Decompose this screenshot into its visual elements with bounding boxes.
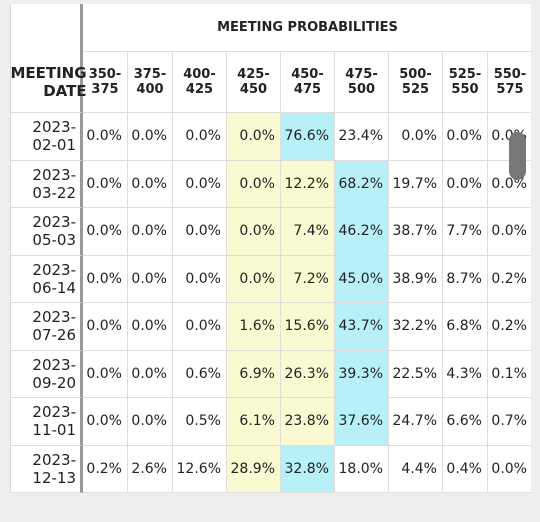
probability-cell: 0.0% <box>488 208 531 256</box>
probability-cell: 23.8% <box>281 398 335 446</box>
corner <box>11 4 83 52</box>
meeting-date: 2023-07-26 <box>11 303 83 351</box>
table-title: MEETING PROBABILITIES <box>83 4 531 52</box>
probability-cell: 0.0% <box>128 350 173 398</box>
probability-cell: 0.0% <box>128 160 173 208</box>
meeting-date: 2023-06-14 <box>11 255 83 303</box>
probability-cell: 0.0% <box>227 160 281 208</box>
column-header: 525-550 <box>443 52 488 113</box>
column-header: 350-375 <box>83 52 128 113</box>
probability-cell: 0.0% <box>488 446 531 493</box>
probability-cell: 37.6% <box>335 398 389 446</box>
probability-cell: 26.3% <box>281 350 335 398</box>
probability-cell: 12.2% <box>281 160 335 208</box>
probability-cell: 32.2% <box>389 303 443 351</box>
meeting-date: 2023-11-01 <box>11 398 83 446</box>
probability-cell: 0.0% <box>173 160 227 208</box>
meeting-date: 2023-09-20 <box>11 350 83 398</box>
probability-cell: 7.2% <box>281 255 335 303</box>
probability-cell: 38.7% <box>389 208 443 256</box>
probability-cell: 0.0% <box>173 303 227 351</box>
probability-cell: 38.9% <box>389 255 443 303</box>
probability-cell: 0.0% <box>389 113 443 161</box>
probability-cell: 43.7% <box>335 303 389 351</box>
probability-cell: 0.0% <box>83 160 128 208</box>
probability-cell: 0.4% <box>443 445 488 493</box>
probability-cell: 7.4% <box>281 208 335 256</box>
probability-cell: 8.7% <box>443 255 488 303</box>
probability-cell: 39.3% <box>335 350 389 398</box>
column-header: 500-525 <box>389 52 443 113</box>
probability-cell: 28.9% <box>227 445 281 493</box>
probability-table: MEETING PROBABILITIES MEETING DATE 350-375… <box>10 4 531 493</box>
probability-cell: 0.1% <box>488 351 531 398</box>
column-header: 375-400 <box>128 52 173 113</box>
probability-cell: 18.0% <box>335 445 389 493</box>
meeting-date: 2023-02-01 <box>11 113 83 161</box>
probability-cell: 68.2% <box>335 160 389 208</box>
probability-cell: 0.0% <box>83 208 128 256</box>
probability-cell: 0.0% <box>227 255 281 303</box>
probability-cell: 19.7% <box>389 160 443 208</box>
probability-cell: 6.8% <box>443 303 488 351</box>
probability-cell: 22.5% <box>389 350 443 398</box>
probability-cell: 0.0% <box>83 303 128 351</box>
probability-cell: 46.2% <box>335 208 389 256</box>
probability-cell: 7.7% <box>443 208 488 256</box>
probability-cell: 0.0% <box>128 398 173 446</box>
probability-cell: 2.6% <box>128 445 173 493</box>
probability-cell: 0.0% <box>128 208 173 256</box>
probability-cell: 0.0% <box>173 255 227 303</box>
probability-cell: 0.0% <box>443 160 488 208</box>
column-header: 450-475 <box>281 52 335 113</box>
scroll-handle[interactable] <box>509 132 526 180</box>
probability-cell: 0.7% <box>488 398 531 446</box>
probability-cell: 1.6% <box>227 303 281 351</box>
probability-cell: 0.0% <box>83 350 128 398</box>
probability-cell: 4.3% <box>443 350 488 398</box>
meeting-date: 2023-05-03 <box>11 208 83 256</box>
probability-cell: 0.0% <box>83 113 128 161</box>
probability-cell: 15.6% <box>281 303 335 351</box>
probability-cell: 0.0% <box>443 113 488 161</box>
meeting-date: 2023-12-13 <box>11 445 83 493</box>
probability-cell: 6.6% <box>443 398 488 446</box>
probability-cell: 6.1% <box>227 398 281 446</box>
date-header: MEETING DATE <box>11 52 87 113</box>
probability-cell: 24.7% <box>389 398 443 446</box>
probability-cell: 0.0% <box>173 208 227 256</box>
probability-cell: 4.4% <box>389 445 443 493</box>
probability-cell: 32.8% <box>281 445 335 493</box>
probability-cell: 0.0% <box>173 113 227 161</box>
probability-cell: 0.0% <box>227 208 281 256</box>
meeting-date: 2023-03-22 <box>11 160 83 208</box>
probability-cell: 0.0% <box>128 303 173 351</box>
probability-cell: 23.4% <box>335 113 389 161</box>
column-header: 425-450 <box>227 52 281 113</box>
column-header: 400-425 <box>173 52 227 113</box>
probability-cell: 0.2% <box>488 256 531 303</box>
probability-cell: 0.0% <box>83 255 128 303</box>
column-header: 475-500 <box>335 52 389 113</box>
probability-cell: 0.2% <box>83 445 128 493</box>
probability-cell: 0.0% <box>227 113 281 161</box>
probability-cell: 6.9% <box>227 350 281 398</box>
probability-cell: 45.0% <box>335 255 389 303</box>
column-header: 550-575 <box>488 52 531 113</box>
probability-cell: 0.0% <box>128 255 173 303</box>
probability-cell: 0.6% <box>173 350 227 398</box>
probability-cell: 0.0% <box>83 398 128 446</box>
probability-cell: 0.2% <box>488 303 531 351</box>
probability-cell: 12.6% <box>173 445 227 493</box>
probability-cell: 0.5% <box>173 398 227 446</box>
probability-cell: 0.0% <box>128 113 173 161</box>
probability-cell: 76.6% <box>281 113 335 161</box>
